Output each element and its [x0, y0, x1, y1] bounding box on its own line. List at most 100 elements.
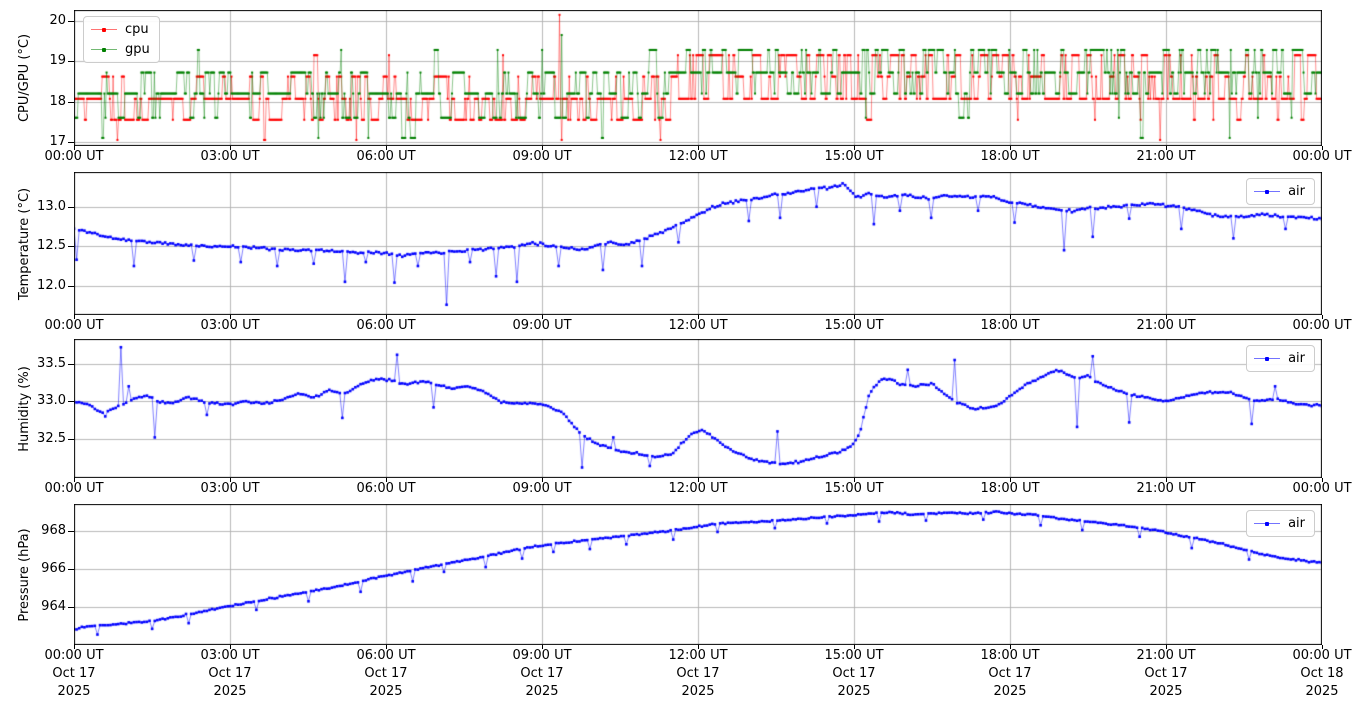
x-year-label: 2025 [213, 684, 247, 699]
x-tick-mark [698, 315, 699, 319]
x-tick-label: 06:00 UT [356, 648, 416, 663]
y-tick-mark [68, 364, 74, 365]
cpu-gpu-plot-canvas [74, 10, 1322, 146]
x-tick-label: 09:00 UT [512, 149, 572, 164]
x-tick-mark [74, 146, 75, 150]
legend-line-swatch [91, 25, 117, 34]
x-tick-label: 12:00 UT [668, 318, 728, 333]
legend-entry: cpu [91, 20, 150, 39]
x-date-label: Oct 17 [988, 666, 1032, 681]
x-date-label: Oct 17 [1144, 666, 1188, 681]
x-tick-mark [542, 478, 543, 482]
x-tick-mark [698, 478, 699, 482]
x-tick-mark [698, 645, 699, 649]
legend-entry: air [1254, 182, 1305, 201]
y-tick-mark [68, 61, 74, 62]
y-tick-mark [68, 401, 74, 402]
x-tick-mark [386, 478, 387, 482]
y-tick-label: 33.5 [37, 355, 66, 371]
y-tick-label: 18 [49, 93, 66, 109]
x-tick-mark [1010, 146, 1011, 150]
legend-label: air [1288, 184, 1305, 199]
x-tick-label: 09:00 UT [512, 481, 572, 496]
x-tick-mark [386, 315, 387, 319]
x-tick-mark [542, 645, 543, 649]
y-tick-mark [68, 607, 74, 608]
x-tick-label: 00:00 UT [44, 481, 104, 496]
legend: air [1246, 510, 1315, 537]
x-tick-mark [1322, 645, 1323, 649]
x-year-label: 2025 [525, 684, 559, 699]
x-date-label: Oct 18 [1300, 666, 1344, 681]
legend-line-swatch [1254, 519, 1281, 528]
y-tick-label: 33.0 [37, 393, 66, 409]
x-year-label: 2025 [837, 684, 871, 699]
x-year-label: 2025 [681, 684, 715, 699]
x-date-label: Oct 17 [520, 666, 564, 681]
x-tick-label: 18:00 UT [980, 318, 1040, 333]
legend-marker-icon [1265, 521, 1270, 526]
x-tick-mark [386, 146, 387, 150]
y-tick-mark [68, 569, 74, 570]
y-tick-mark [68, 21, 74, 22]
x-tick-mark [1166, 478, 1167, 482]
y-tick-mark [68, 439, 74, 440]
x-date-label: Oct 17 [832, 666, 876, 681]
x-date-label: Oct 17 [52, 666, 96, 681]
y-tick-mark [68, 102, 74, 103]
x-tick-mark [1322, 146, 1323, 150]
x-date-label: Oct 17 [676, 666, 720, 681]
legend-entry: air [1254, 514, 1305, 533]
legend: cpu gpu [83, 16, 160, 63]
x-tick-mark [698, 146, 699, 150]
x-tick-label: 00:00 UT [1292, 149, 1352, 164]
x-tick-mark [230, 645, 231, 649]
x-tick-mark [542, 315, 543, 319]
x-tick-mark [854, 645, 855, 649]
x-tick-mark [542, 146, 543, 150]
x-tick-label: 21:00 UT [1136, 481, 1196, 496]
x-tick-mark [1010, 645, 1011, 649]
legend-marker-icon [102, 47, 106, 52]
x-tick-mark [74, 315, 75, 319]
y-tick-label: 964 [41, 598, 66, 614]
legend-label: cpu [125, 22, 149, 37]
x-tick-mark [230, 146, 231, 150]
legend-line-swatch [91, 45, 117, 54]
legend-label: air [1288, 351, 1305, 366]
legend-entry: air [1254, 349, 1305, 368]
x-year-label: 2025 [57, 684, 91, 699]
x-tick-label: 00:00 UT [44, 318, 104, 333]
y-tick-mark [68, 246, 74, 247]
x-tick-mark [230, 478, 231, 482]
x-tick-mark [386, 645, 387, 649]
x-tick-label: 09:00 UT [512, 648, 572, 663]
legend-line-swatch [1254, 187, 1281, 196]
x-tick-label: 21:00 UT [1136, 149, 1196, 164]
legend-marker-icon [1265, 356, 1270, 361]
y-tick-label: 13.0 [37, 198, 66, 214]
legend-marker-icon [102, 27, 106, 32]
x-tick-mark [74, 478, 75, 482]
x-tick-mark [230, 315, 231, 319]
x-year-label: 2025 [993, 684, 1027, 699]
y-tick-label: 32.5 [37, 430, 66, 446]
x-tick-label: 15:00 UT [824, 149, 884, 164]
y-tick-label: 12.0 [37, 277, 66, 293]
y-tick-mark [68, 286, 74, 287]
x-date-label: Oct 17 [364, 666, 408, 681]
x-tick-mark [854, 315, 855, 319]
x-year-label: 2025 [1305, 684, 1339, 699]
x-tick-label: 00:00 UT [44, 149, 104, 164]
x-tick-label: 00:00 UT [44, 648, 104, 663]
x-tick-mark [854, 478, 855, 482]
x-tick-label: 15:00 UT [824, 481, 884, 496]
legend-line-swatch [1254, 354, 1281, 363]
x-tick-label: 03:00 UT [200, 481, 260, 496]
legend-marker-icon [1265, 189, 1270, 194]
legend-entry: gpu [91, 40, 150, 59]
x-tick-label: 03:00 UT [200, 648, 260, 663]
y-tick-label: 966 [41, 560, 66, 576]
y-tick-label: 19 [49, 53, 66, 69]
temperature-plot-canvas [74, 172, 1322, 315]
